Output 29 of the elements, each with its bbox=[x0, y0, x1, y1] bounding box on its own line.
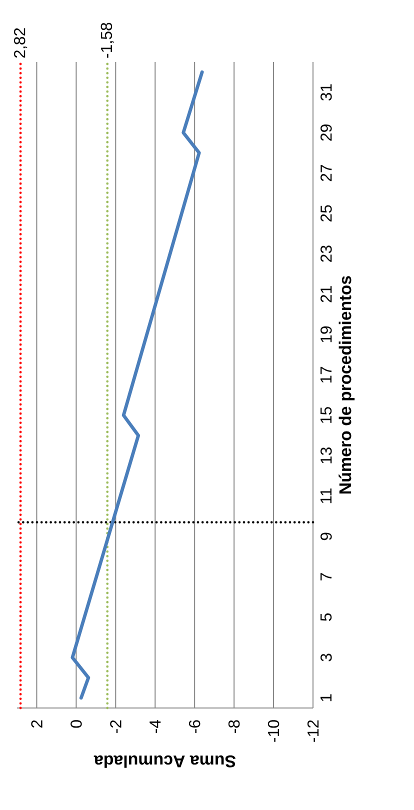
y-tick-label: 25 bbox=[320, 205, 332, 222]
y-tick-label: 11 bbox=[320, 488, 332, 504]
x-tick-label: -8 bbox=[228, 720, 240, 733]
x-tick-label: -6 bbox=[188, 720, 200, 733]
ref-line-label: 2,82 bbox=[14, 28, 28, 58]
y-tick-label: 9 bbox=[320, 532, 332, 540]
y-axis-title: Número de procedimientos bbox=[338, 276, 355, 494]
x-tick-label: 0 bbox=[70, 720, 82, 728]
y-tick-label: 1 bbox=[320, 694, 332, 702]
x-tick-label: 2 bbox=[31, 720, 42, 728]
x-tick-label: -2 bbox=[110, 720, 122, 733]
y-tick-label: 27 bbox=[320, 164, 332, 182]
x-tick-label: -12 bbox=[307, 720, 319, 742]
y-tick-label: 7 bbox=[320, 573, 332, 580]
y-tick-label: 3 bbox=[320, 654, 332, 662]
y-tick-label: 21 bbox=[320, 286, 332, 302]
line-series bbox=[70, 70, 204, 700]
x-axis-title: Suma Acumulada bbox=[94, 755, 236, 768]
y-tick-label: 29 bbox=[320, 124, 332, 141]
ref-line-label: -1,58 bbox=[100, 22, 114, 58]
y-tick-label: 17 bbox=[320, 366, 332, 383]
x-tick-label: -4 bbox=[150, 720, 161, 733]
y-tick-label: 31 bbox=[320, 84, 332, 101]
y-tick-label: 15 bbox=[320, 407, 332, 423]
y-tick-label: 19 bbox=[320, 326, 332, 342]
y-tick-label: 5 bbox=[320, 613, 332, 621]
y-tick-label: 13 bbox=[320, 448, 332, 464]
x-tick-label: -10 bbox=[268, 720, 280, 742]
y-tick-label: 23 bbox=[320, 246, 332, 262]
